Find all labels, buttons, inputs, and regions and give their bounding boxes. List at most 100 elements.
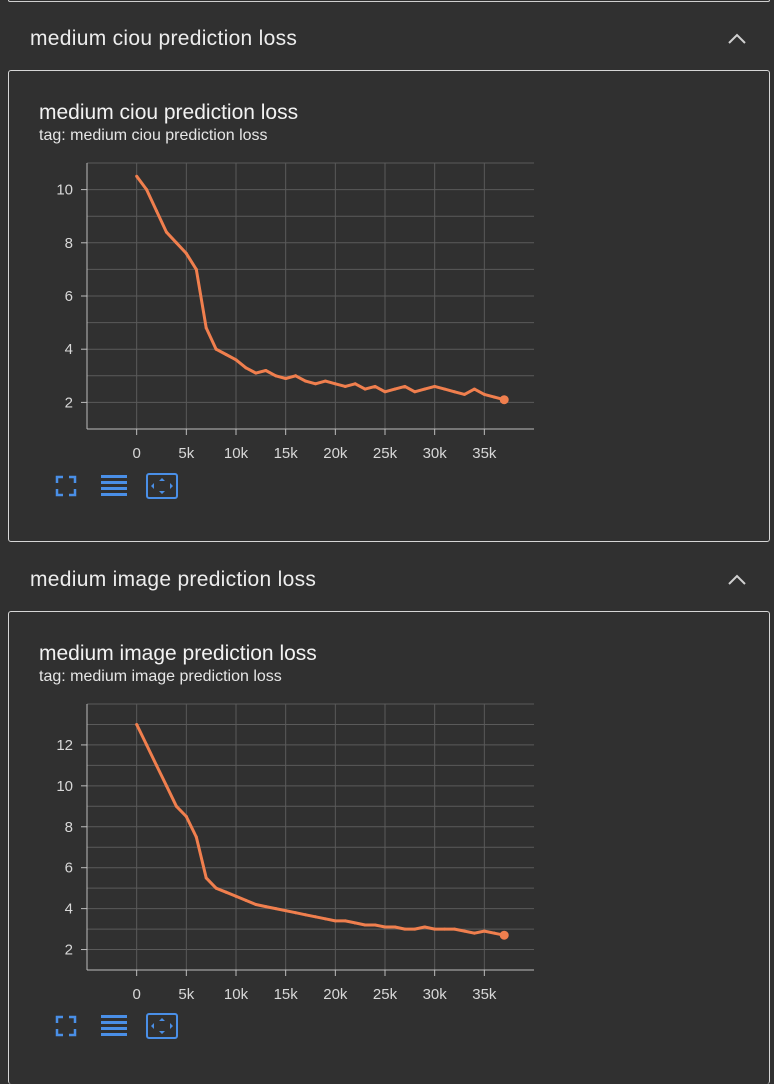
x-tick-label: 10k (224, 445, 249, 462)
data-point (244, 898, 248, 902)
data-point (423, 387, 427, 391)
line-chart[interactable]: 0 5k 10k 15k 20k 25k 30k 35k 2 4 6 8 10 12 (9, 692, 569, 1012)
data-point (224, 890, 228, 894)
data-point (304, 913, 308, 917)
data-point (383, 390, 387, 394)
x-tick-label: 30k (423, 445, 448, 462)
data-point (492, 395, 496, 399)
data-point (343, 384, 347, 388)
data-point (482, 392, 486, 396)
series-line (135, 175, 505, 402)
x-tick-label: 35k (472, 986, 497, 1003)
x-tick-label: 25k (373, 986, 398, 1003)
chart-card-ciou: medium ciou prediction loss tag: medium … (8, 70, 770, 542)
chart-toolbar (49, 1009, 179, 1043)
section-header-image[interactable]: medium image prediction loss (8, 549, 770, 611)
fit-domain-icon[interactable] (145, 1009, 179, 1043)
x-tick-label: 25k (373, 445, 398, 462)
data-point (333, 382, 337, 386)
x-tick-label: 0 (132, 986, 140, 1003)
last-point-marker (499, 930, 509, 940)
section-header-ciou[interactable]: medium ciou prediction loss (8, 8, 770, 70)
y-tick-label: 4 (65, 901, 73, 918)
line-chart[interactable]: 0 5k 10k 15k 20k 25k 30k 35k 2 4 6 8 10 (9, 151, 569, 471)
card-tag: tag: medium ciou prediction loss (39, 127, 268, 144)
data-point (333, 919, 337, 923)
data-point (174, 241, 178, 245)
data-point (234, 358, 238, 362)
x-tick-label: 15k (274, 445, 299, 462)
data-point (373, 923, 377, 927)
series-group (135, 722, 506, 937)
data-point (393, 387, 397, 391)
data-point (313, 915, 317, 919)
data-point (145, 188, 149, 192)
expand-icon[interactable] (49, 469, 83, 503)
data-point (403, 384, 407, 388)
data-point (393, 925, 397, 929)
data-point (204, 326, 208, 330)
series-group (135, 174, 506, 402)
data-point (214, 347, 218, 351)
chevron-up-icon[interactable] (726, 28, 748, 50)
chevron-up-icon[interactable] (726, 569, 748, 591)
expand-icon[interactable] (49, 1009, 83, 1043)
section-title: medium ciou prediction loss (30, 27, 298, 50)
x-tick-label: 35k (472, 445, 497, 462)
data-point (294, 911, 298, 915)
data-point (254, 903, 258, 907)
y-tick-label: 2 (65, 942, 73, 959)
list-icon[interactable] (97, 1009, 131, 1043)
data-point (274, 374, 278, 378)
x-tick-label: 5k (178, 986, 194, 1003)
data-point (353, 382, 357, 386)
chart-toolbar (49, 469, 179, 503)
data-point (164, 784, 168, 788)
y-tick-label: 2 (65, 394, 73, 411)
data-point (323, 379, 327, 383)
y-tick-label: 10 (56, 182, 73, 199)
previous-card-bottom-edge (8, 0, 770, 2)
x-tick-label: 15k (274, 986, 299, 1003)
y-tick-label: 12 (56, 737, 73, 754)
data-point (184, 815, 188, 819)
data-point (135, 174, 139, 178)
x-tick-label: 30k (423, 986, 448, 1003)
data-point (145, 743, 149, 747)
data-point (413, 927, 417, 931)
data-point (184, 251, 188, 255)
fit-domain-icon[interactable] (145, 469, 179, 503)
data-point (462, 929, 466, 933)
data-point (274, 907, 278, 911)
data-point (413, 390, 417, 394)
data-point (264, 905, 268, 909)
data-point (433, 927, 437, 931)
x-tick-label: 20k (323, 986, 348, 1003)
data-point (155, 763, 159, 767)
series-line (135, 723, 505, 937)
y-tick-label: 6 (65, 860, 73, 877)
data-point (363, 923, 367, 927)
data-point (313, 382, 317, 386)
data-point (155, 209, 159, 213)
data-point (304, 379, 308, 383)
list-icon[interactable] (97, 469, 131, 503)
data-point (453, 927, 457, 931)
card-title: medium image prediction loss (39, 642, 317, 665)
data-point (254, 371, 258, 375)
data-point (353, 921, 357, 925)
data-point (363, 387, 367, 391)
data-point (284, 909, 288, 913)
section-title: medium image prediction loss (30, 568, 317, 591)
data-point (453, 390, 457, 394)
data-point (204, 876, 208, 880)
data-point (433, 384, 437, 388)
data-point (244, 366, 248, 370)
data-point (323, 917, 327, 921)
data-point (194, 267, 198, 271)
y-tick-label: 10 (56, 778, 73, 795)
data-point (383, 925, 387, 929)
x-tick-label: 20k (323, 445, 348, 462)
data-point (135, 722, 139, 726)
card-title: medium ciou prediction loss (39, 101, 299, 124)
